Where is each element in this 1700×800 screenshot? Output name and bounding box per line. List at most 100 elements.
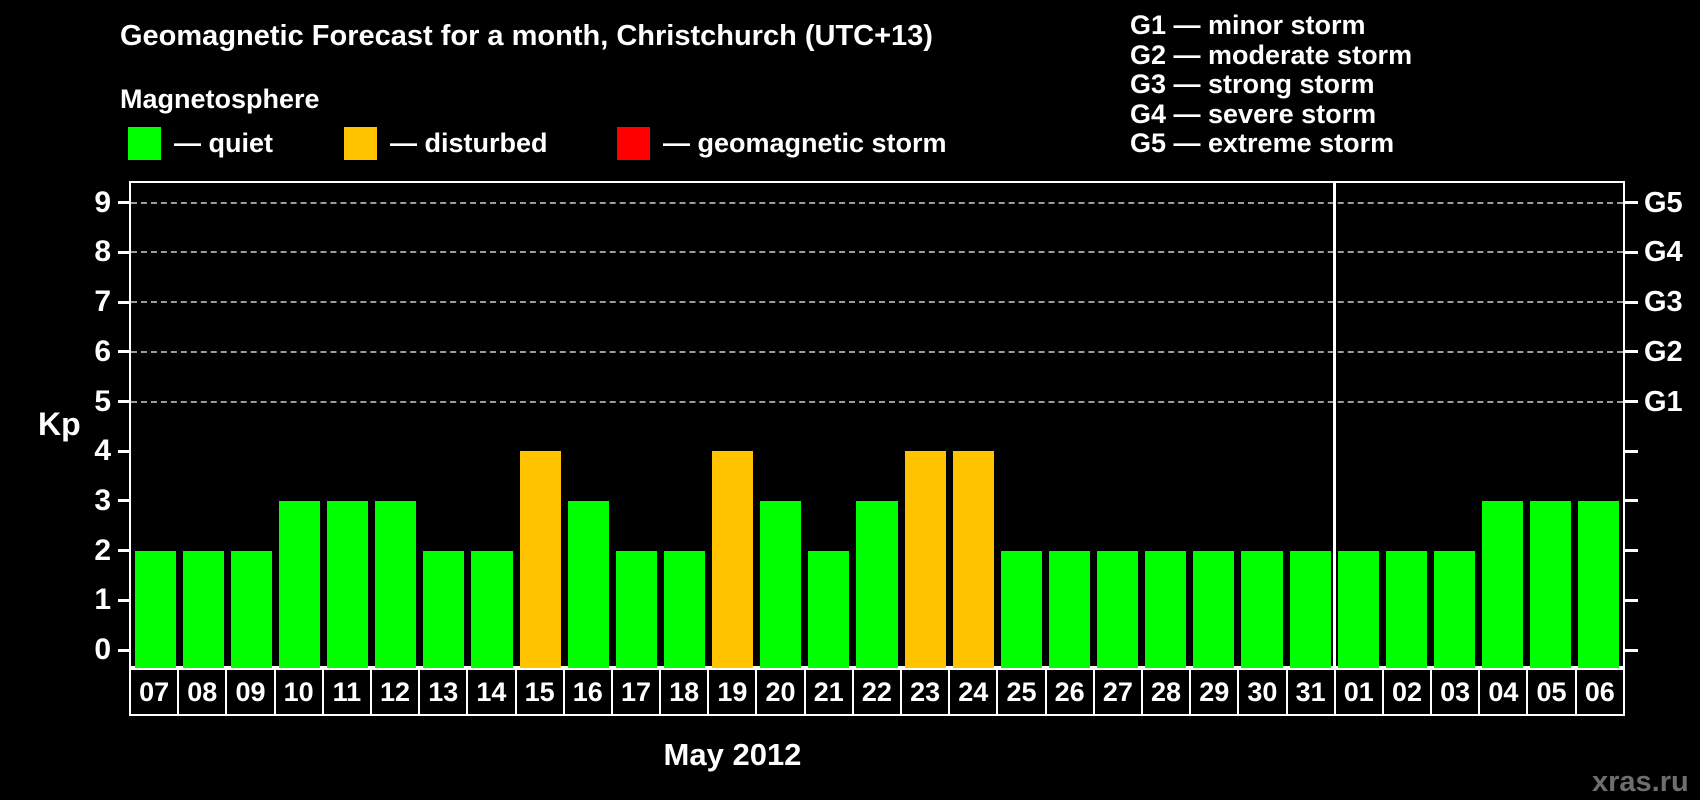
right-axis-tick <box>1623 499 1638 503</box>
kp-bar-day-18 <box>663 550 706 668</box>
day-cell-01: 01 <box>1333 668 1384 716</box>
kp-bar-day-30 <box>1241 550 1283 668</box>
kp-bar-day-12 <box>375 500 417 668</box>
g-scale-axis-label: G2 <box>1644 335 1683 368</box>
month-separator-line <box>1332 183 1336 668</box>
g-scale-legend: G1 — minor storm G2 — moderate storm G3 … <box>1130 10 1413 159</box>
gridline-kp8 <box>131 251 1623 254</box>
day-cell-12: 12 <box>369 668 421 716</box>
kp-bar-day-08 <box>182 550 224 668</box>
gridline-kp6 <box>131 350 1623 353</box>
y-axis-tick <box>118 499 131 503</box>
kp-bar-day-15 <box>519 451 561 668</box>
kp-bar-day-10 <box>278 500 320 668</box>
day-cell-13: 13 <box>418 668 469 716</box>
kp-bar-day-22 <box>856 500 898 668</box>
right-axis-tick <box>1623 598 1638 602</box>
y-axis-tick <box>118 350 131 354</box>
x-axis-label: May 2012 <box>663 737 802 772</box>
day-cell-31: 31 <box>1285 668 1336 716</box>
gridline-kp5 <box>131 400 1623 403</box>
day-cell-05: 05 <box>1526 668 1577 716</box>
y-axis-tick-label: 6 <box>94 334 111 368</box>
right-axis-tick <box>1623 400 1638 403</box>
kp-bar-day-13 <box>423 550 465 668</box>
kp-bar-day-27 <box>1097 550 1139 668</box>
right-axis-tick <box>1623 250 1638 254</box>
plot-area: G1 G2 G3 G4 G5 0 1 2 3 4 5 6 7 8 9 <box>94 181 1683 668</box>
chart-title: Geomagnetic Forecast for a month, Christ… <box>120 20 933 52</box>
y-axis-tick-label: 4 <box>94 434 111 468</box>
kp-bar-day-16 <box>567 500 609 668</box>
day-cell-25: 25 <box>996 668 1047 716</box>
day-cell-29: 29 <box>1189 668 1240 716</box>
y-axis-tick <box>118 400 131 403</box>
storm-color-swatch <box>617 126 650 160</box>
kp-bar-day-09 <box>230 550 272 668</box>
legend-title: Magnetosphere <box>120 84 320 114</box>
day-cell-24: 24 <box>948 668 999 716</box>
day-cell-28: 28 <box>1140 668 1192 716</box>
kp-bar-day-29 <box>1193 550 1235 668</box>
y-axis-tick <box>118 449 131 453</box>
legend-item-storm: — geomagnetic storm <box>617 126 947 160</box>
gridline-kp9 <box>131 201 1623 204</box>
g-scale-legend-line: G4 — severe storm <box>1130 98 1377 129</box>
day-cell-19: 19 <box>707 668 758 716</box>
y-axis-tick-label: 3 <box>94 483 111 517</box>
kp-bar-day-11 <box>327 500 369 668</box>
y-axis-tick <box>118 549 131 553</box>
legend-item-label: — quiet <box>174 127 273 158</box>
g-scale-axis-label: G4 <box>1644 236 1683 269</box>
kp-bar-day-21 <box>808 550 850 668</box>
y-axis-tick <box>118 250 131 254</box>
y-axis-tick <box>118 300 131 304</box>
day-cell-04: 04 <box>1478 668 1529 716</box>
kp-bar-day-05 <box>1530 500 1572 668</box>
day-cell-18: 18 <box>659 668 710 716</box>
day-cell-23: 23 <box>900 668 951 716</box>
right-axis-tick <box>1623 449 1638 453</box>
right-axis-tick <box>1623 549 1638 553</box>
day-cell-10: 10 <box>273 668 324 716</box>
kp-bar-day-02 <box>1385 550 1427 668</box>
y-axis-tick <box>118 598 131 602</box>
kp-bar-day-07 <box>134 550 176 668</box>
kp-bar-day-26 <box>1048 550 1091 668</box>
kp-bar-day-23 <box>904 451 946 668</box>
day-cell-07: 07 <box>129 668 180 716</box>
y-axis-tick-label: 1 <box>94 583 111 617</box>
right-axis-tick <box>1623 201 1638 205</box>
quiet-color-swatch <box>128 126 161 160</box>
day-cell-03: 03 <box>1430 668 1481 716</box>
legend-item-disturbed: — disturbed <box>344 126 548 160</box>
day-cell-14: 14 <box>466 668 517 716</box>
kp-bar-day-01 <box>1337 550 1379 668</box>
y-axis-tick-label: 8 <box>94 235 111 269</box>
day-cell-06: 06 <box>1574 668 1625 716</box>
y-axis-tick <box>118 648 131 652</box>
kp-bar-day-31 <box>1289 550 1331 668</box>
legend-item-label: — disturbed <box>390 127 548 158</box>
g-scale-legend-line: G2 — moderate storm <box>1130 39 1413 70</box>
g-scale-legend-line: G1 — minor storm <box>1130 10 1366 40</box>
legend-item-label: — geomagnetic storm <box>663 127 947 158</box>
y-axis-label: Kp <box>38 406 81 442</box>
day-cell-22: 22 <box>851 668 902 716</box>
y-axis-tick-label: 0 <box>94 633 111 666</box>
kp-bar-day-19 <box>712 451 754 668</box>
g-scale-axis-label: G3 <box>1644 286 1683 319</box>
g-scale-legend-line: G3 — strong storm <box>1130 69 1375 100</box>
day-cell-27: 27 <box>1092 668 1143 716</box>
kp-bar-day-24 <box>952 451 994 668</box>
g-scale-axis-label: G5 <box>1644 186 1683 219</box>
gridline-kp7 <box>131 301 1623 304</box>
kp-bar-day-25 <box>1000 550 1042 668</box>
x-axis-day-row: 07 08 09 10 11 12 13 14 15 16 17 18 19 20 21 22 23 24 25 26… <box>129 668 1625 716</box>
day-cell-26: 26 <box>1044 668 1095 716</box>
y-axis-tick-label: 9 <box>94 185 111 219</box>
day-cell-20: 20 <box>755 668 806 716</box>
day-cell-08: 08 <box>177 668 228 716</box>
y-axis-tick-label: 5 <box>94 384 111 418</box>
